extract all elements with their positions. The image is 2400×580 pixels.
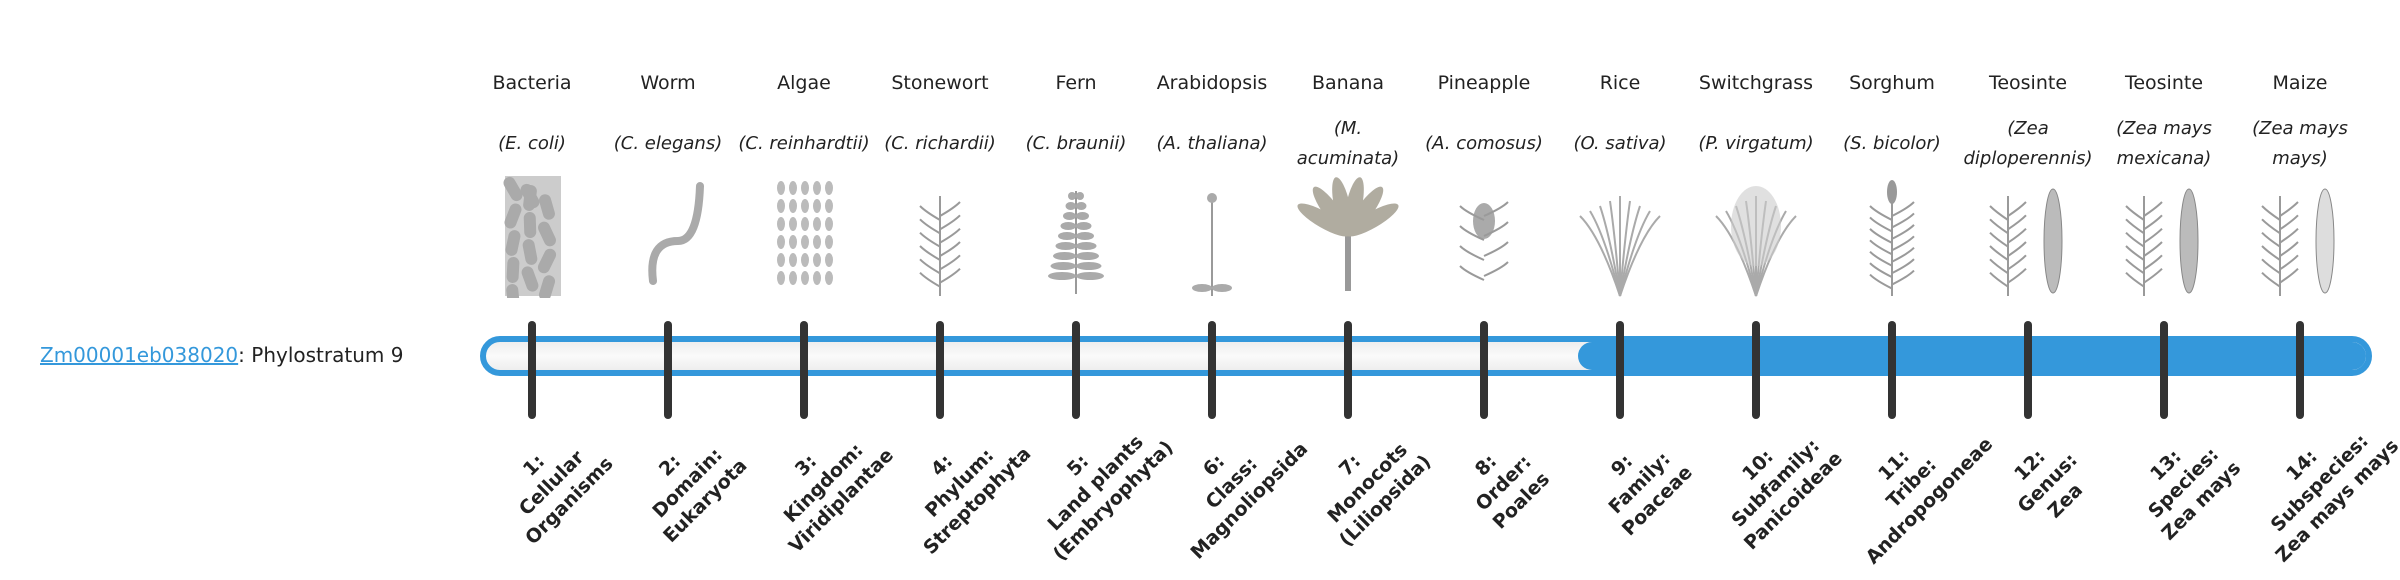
stratum-column: Algae (C. reinhardtii) <box>736 66 872 182</box>
stratum-tick <box>1208 321 1216 419</box>
organism-common-name: Arabidopsis <box>1156 72 1268 94</box>
stratum-label: 7: Monocots (Liliopsida) <box>1281 397 1454 570</box>
organism-scientific-name: (C. richardii) <box>884 133 996 154</box>
stratum-label: 13: Species: Zea mays <box>2097 397 2270 570</box>
stratum-column: Bacteria (E. coli) <box>464 66 600 182</box>
organism-common-name: Sorghum <box>1849 72 1935 94</box>
stratum-column: Pineapple (A. comosus) <box>1416 66 1552 182</box>
maize-icon <box>2245 176 2355 298</box>
organism-scientific-name: (A. thaliana) <box>1156 133 1268 154</box>
organism-common-name: Teosinte <box>1988 72 2068 94</box>
phylostratum-progress-bar <box>480 336 2372 376</box>
stratum-label: 4: Phylum: Streptophyta <box>873 397 1046 570</box>
stratum-label: 12: Genus: Zea <box>1961 397 2134 570</box>
organism-scientific-name: (O. sativa) <box>1573 133 1667 154</box>
sorghum-icon <box>1837 176 1947 298</box>
organism-scientific-name: (A. comosus) <box>1425 133 1543 154</box>
stratum-tick <box>1480 321 1488 419</box>
organism-common-name: Bacteria <box>492 72 572 94</box>
gene-id-link[interactable]: Zm00001eb038020 <box>40 343 239 367</box>
teosinte-mexicana-icon <box>2109 176 2219 298</box>
stratum-column: Arabidopsis (A. thaliana) <box>1144 66 1280 182</box>
stratum-tick <box>2296 321 2304 419</box>
organism-common-name: Pineapple <box>1437 72 1531 94</box>
stratum-column: Banana (M. acuminata) <box>1280 66 1416 182</box>
phylostratum-fill <box>1578 342 2366 370</box>
organism-scientific-name: (C. reinhardtii) <box>738 133 870 154</box>
banana-icon <box>1293 176 1403 298</box>
stratum-label: 11: Tribe: Andropogoneae <box>1825 397 1998 570</box>
stratum-column: Worm (C. elegans) <box>600 66 736 182</box>
pineapple-icon <box>1429 176 1539 298</box>
fern-icon <box>1021 176 1131 298</box>
organism-scientific-name: (Zea diploperennis) <box>1963 118 2093 169</box>
organism-scientific-name: (E. coli) <box>498 133 566 154</box>
organism-scientific-name: (Zea mays mexicana) <box>2116 118 2212 169</box>
organism-common-name: Banana <box>1311 72 1385 94</box>
stratum-tick <box>1616 321 1624 419</box>
organism-common-name: Rice <box>1599 72 1641 94</box>
stratum-label: 9: Family: Poaceae <box>1553 397 1726 570</box>
stratum-column: Fern (C. braunii) <box>1008 66 1144 182</box>
stratum-label: 10: Subfamily: Panicoideae <box>1689 397 1862 570</box>
stratum-tick <box>1344 321 1352 419</box>
stratum-label: 6: Class: Magnoliopsida <box>1145 397 1318 570</box>
stratum-tick <box>664 321 672 419</box>
organism-scientific-name: (M. acuminata) <box>1296 118 1400 169</box>
algae-icon <box>749 176 859 298</box>
stratum-tick <box>1888 321 1896 419</box>
stratum-label: 3: Kingdom: Viridiplantae <box>737 397 910 570</box>
teosinte-icon <box>1973 176 2083 298</box>
organism-common-name: Switchgrass <box>1698 72 1814 94</box>
organism-scientific-name: (P. virgatum) <box>1698 133 1814 154</box>
stratum-column: Rice (O. sativa) <box>1552 66 1688 182</box>
bacteria-icon <box>477 176 587 310</box>
organism-common-name: Teosinte <box>2124 72 2204 94</box>
stratum-tick <box>1752 321 1760 419</box>
phylostratum-text: : Phylostratum 9 <box>238 343 404 367</box>
stratum-label: 14: Subspecies: Zea mays mays <box>2233 397 2400 570</box>
organism-scientific-name: (C. elegans) <box>613 133 723 154</box>
stratum-label: 2: Domain: Eukaryota <box>601 397 774 570</box>
stratum-column: Switchgrass (P. virgatum) <box>1688 66 1824 182</box>
organism-common-name: Algae <box>777 72 831 94</box>
stratum-column: Teosinte (Zea diploperennis) <box>1960 66 2096 182</box>
switchgrass-icon <box>1701 176 1811 298</box>
stratum-tick <box>1072 321 1080 419</box>
organism-scientific-name: (Zea mays mays) <box>2252 118 2348 169</box>
stratum-label: 5: Land plants (Embryophyta) <box>1009 397 1182 570</box>
stratum-tick <box>936 321 944 419</box>
arabidopsis-icon <box>1157 176 1267 298</box>
stratum-label: 8: Order: Poales <box>1417 397 1590 570</box>
organism-scientific-name: (C. braunii) <box>1025 133 1127 154</box>
stratum-column: Teosinte (Zea mays mexicana) <box>2096 66 2232 182</box>
organism-scientific-name: (S. bicolor) <box>1843 133 1941 154</box>
stratum-label: 1: Cellular Organisms <box>465 397 638 570</box>
stratum-column: Maize (Zea mays mays) <box>2232 66 2368 182</box>
stratum-tick <box>528 321 536 419</box>
rice-icon <box>1565 176 1675 298</box>
worm-icon <box>613 176 723 298</box>
stratum-tick <box>2024 321 2032 419</box>
stratum-column: Stonewort (C. richardii) <box>872 66 1008 182</box>
stratum-tick <box>2160 321 2168 419</box>
organism-common-name: Stonewort <box>891 72 989 94</box>
organism-common-name: Maize <box>2272 72 2328 94</box>
organism-common-name: Worm <box>640 72 696 94</box>
stratum-column: Sorghum (S. bicolor) <box>1824 66 1960 182</box>
stonewort-icon <box>885 176 995 298</box>
gene-phylostratum-label: Zm00001eb038020: Phylostratum 9 <box>40 340 403 370</box>
stratum-tick <box>800 321 808 419</box>
organism-common-name: Fern <box>1055 72 1097 94</box>
